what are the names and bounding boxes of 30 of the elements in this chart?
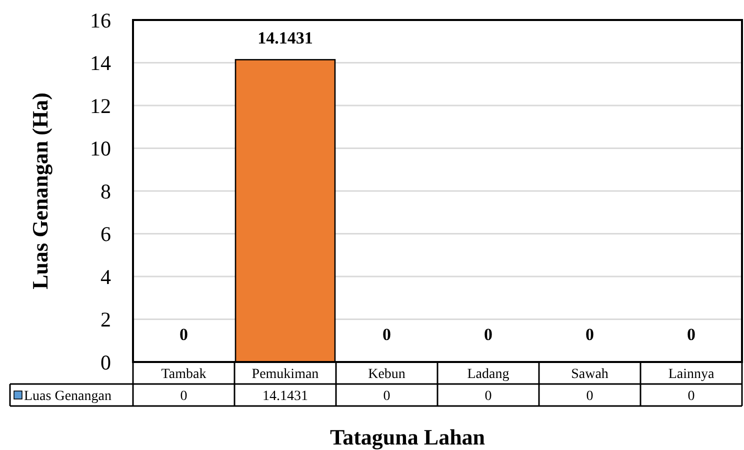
x-tick-label: Ladang [467, 366, 510, 382]
y-tick-label: 4 [100, 264, 112, 289]
x-axis-title: Tataguna Lahan [330, 424, 486, 450]
data-label: 14.1431 [258, 28, 313, 48]
x-tick-label: Kebun [368, 366, 406, 382]
text: 0 [586, 388, 594, 404]
y-tick-label: 12 [90, 94, 111, 118]
text: Luas Genangan [24, 388, 112, 404]
data-label: 0 [180, 325, 188, 344]
text: 0 [180, 388, 188, 404]
text: 14.1431 [262, 388, 308, 404]
y-tick-label: 6 [100, 222, 111, 246]
y-tick-label: 0 [100, 350, 111, 374]
x-tick-label: Sawah [571, 366, 608, 382]
y-axis-title: Luas Genangan (Ha) [28, 92, 53, 290]
data-label: 0 [687, 325, 696, 344]
data-label: 0 [586, 325, 594, 344]
y-tick-label: 10 [90, 136, 111, 161]
data-label: 0 [484, 325, 492, 344]
y-tick-label: 2 [100, 308, 111, 332]
y-tick-label: 14 [90, 51, 112, 76]
data-label: 0 [382, 325, 391, 344]
x-tick-label: Pemukiman [252, 366, 319, 382]
x-tick-label: Lainnya [668, 366, 715, 382]
y-tick-label: 16 [90, 8, 111, 32]
text: 0 [484, 388, 492, 404]
x-tick-label: Tambak [161, 366, 206, 382]
text: 0 [383, 388, 390, 404]
text: 0 [688, 388, 695, 404]
y-tick-label: 8 [100, 179, 111, 204]
